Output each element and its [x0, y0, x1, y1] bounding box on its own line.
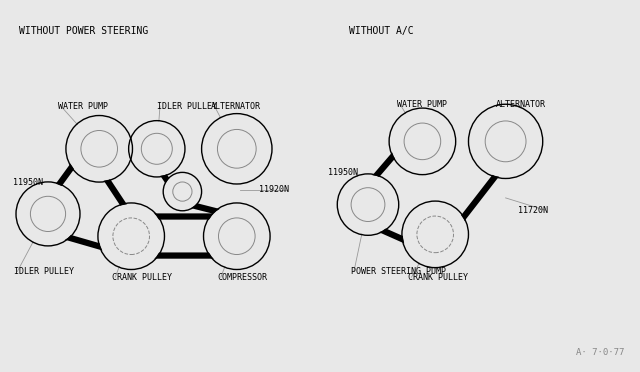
- Ellipse shape: [338, 175, 398, 234]
- Ellipse shape: [205, 204, 269, 269]
- Text: WATER PUMP: WATER PUMP: [58, 102, 108, 110]
- Ellipse shape: [17, 183, 79, 245]
- Ellipse shape: [129, 122, 184, 176]
- Text: IDLER PULLEY: IDLER PULLEY: [157, 102, 217, 110]
- Text: IDLER PULLEY: IDLER PULLEY: [14, 267, 74, 276]
- Ellipse shape: [67, 116, 131, 181]
- Text: WITHOUT A/C: WITHOUT A/C: [349, 26, 413, 36]
- Text: POWER STEERING PUMP: POWER STEERING PUMP: [351, 267, 445, 276]
- Text: WITHOUT POWER STEERING: WITHOUT POWER STEERING: [19, 26, 148, 36]
- Text: WATER PUMP: WATER PUMP: [397, 100, 447, 109]
- Text: CRANK PULLEY: CRANK PULLEY: [408, 273, 468, 282]
- Ellipse shape: [403, 202, 467, 267]
- Text: A· 7·0·77: A· 7·0·77: [575, 348, 624, 357]
- Text: ALTERNATOR: ALTERNATOR: [496, 100, 546, 109]
- Ellipse shape: [164, 173, 201, 210]
- Text: COMPRESSOR: COMPRESSOR: [218, 273, 268, 282]
- Text: 11720N: 11720N: [518, 206, 548, 215]
- Ellipse shape: [99, 204, 163, 269]
- Text: CRANK PULLEY: CRANK PULLEY: [112, 273, 172, 282]
- Ellipse shape: [470, 105, 541, 177]
- Text: ALTERNATOR: ALTERNATOR: [211, 102, 261, 110]
- Ellipse shape: [390, 109, 454, 174]
- Text: 11950N: 11950N: [13, 178, 43, 187]
- Text: 11950N: 11950N: [328, 169, 358, 177]
- Ellipse shape: [203, 115, 271, 183]
- Text: 11920N: 11920N: [259, 185, 289, 194]
